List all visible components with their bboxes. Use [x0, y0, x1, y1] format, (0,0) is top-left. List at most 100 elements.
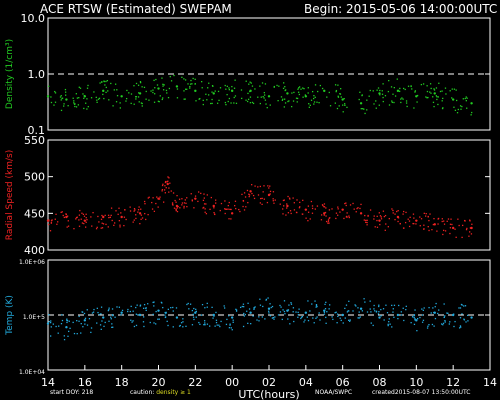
speed-sample	[329, 217, 331, 219]
density-sample	[135, 82, 138, 85]
temperature-sample	[387, 323, 389, 326]
speed-point	[378, 219, 381, 222]
speed-sample	[385, 223, 387, 225]
speed-sample	[355, 211, 357, 213]
temperature-sample	[170, 307, 172, 309]
xtick-label: 06	[336, 376, 350, 389]
density-sample	[422, 83, 425, 85]
speed-sample	[79, 209, 81, 212]
temperature-sample	[463, 318, 465, 320]
density-sample	[183, 90, 185, 92]
temperature-sample	[397, 317, 399, 320]
speed-sample	[86, 219, 88, 221]
speed-sample	[266, 201, 269, 204]
speed-sample	[323, 206, 326, 208]
temperature-sample	[467, 320, 469, 322]
density-sample	[145, 98, 147, 100]
temperature-sample	[111, 308, 114, 310]
density-sample	[166, 92, 168, 94]
speed-sample	[366, 224, 368, 226]
speed-sample	[107, 214, 110, 216]
density-sample	[105, 86, 107, 89]
temperature-sample	[324, 308, 327, 310]
density-sample	[246, 100, 249, 103]
speed-sample	[335, 217, 337, 220]
temperature-sample	[345, 304, 348, 306]
density-sample	[54, 92, 57, 94]
density-sample	[284, 86, 286, 88]
density-sample	[192, 77, 194, 80]
density-sample	[264, 99, 267, 101]
speed-sample	[224, 200, 226, 202]
temperature-sample	[292, 311, 294, 313]
density-sample	[366, 109, 368, 111]
speed-sample	[164, 192, 166, 194]
temperature-sample	[108, 309, 110, 311]
xtick-label: 08	[373, 376, 387, 389]
density-sample	[462, 98, 464, 100]
density-sample	[311, 90, 314, 93]
density-sample	[250, 82, 252, 84]
speed-sample	[373, 215, 375, 217]
temperature-sample	[200, 314, 203, 316]
temperature-sample	[268, 312, 270, 314]
temperature-sample	[127, 310, 129, 313]
temperature-sample	[392, 311, 394, 313]
density-sample	[249, 96, 252, 98]
speed-sample	[61, 211, 63, 213]
density-sample	[158, 100, 160, 103]
speed-sample	[282, 199, 285, 202]
density-sample	[211, 91, 213, 93]
speed-sample	[65, 213, 67, 216]
density-sample	[75, 93, 78, 95]
density-sample	[202, 99, 204, 102]
speed-sample	[272, 200, 274, 202]
temperature-sample	[92, 311, 95, 313]
speed-sample	[356, 207, 358, 210]
density-sample	[102, 93, 104, 96]
density-sample	[247, 98, 250, 100]
speed-sample	[328, 209, 331, 211]
density-sample	[63, 105, 65, 107]
speed-sample	[85, 221, 87, 223]
temperature-sample	[61, 319, 64, 322]
speed-sample	[305, 217, 307, 219]
density-sample	[257, 96, 259, 98]
speed-sample	[397, 217, 400, 219]
density-sample	[263, 91, 265, 94]
temperature-point	[267, 307, 271, 310]
temperature-sample	[139, 313, 141, 316]
speed-sample	[193, 207, 195, 209]
temperature-sample	[433, 325, 435, 327]
speed-sample	[321, 204, 324, 206]
speed-sample	[186, 197, 188, 199]
speed-sample	[56, 223, 58, 225]
source: NOAA/SWPC	[315, 389, 353, 396]
density-point	[102, 89, 105, 93]
temperature-sample	[378, 304, 380, 306]
density-sample	[456, 112, 459, 114]
density-sample	[99, 82, 101, 84]
density-sample	[169, 76, 171, 78]
density-sample	[259, 85, 261, 87]
speed-sample	[402, 213, 404, 215]
speed-point	[194, 197, 197, 200]
speed-sample	[140, 218, 142, 220]
speed-sample	[273, 202, 275, 204]
speed-sample	[405, 211, 407, 214]
speed-sample	[282, 213, 284, 215]
temperature-sample	[247, 322, 249, 325]
temperature-sample	[357, 307, 359, 309]
speed-sample	[200, 192, 202, 195]
temperature-sample	[199, 323, 201, 326]
density-sample	[265, 103, 267, 105]
temperature-sample	[180, 322, 183, 324]
speed-sample	[83, 215, 86, 217]
temperature-sample	[164, 311, 166, 314]
speed-sample	[328, 222, 330, 224]
density-sample	[205, 93, 207, 95]
temperature-sample	[460, 303, 463, 306]
temperature-sample	[403, 319, 405, 322]
density-sample	[245, 80, 247, 82]
temperature-sample	[413, 314, 416, 317]
